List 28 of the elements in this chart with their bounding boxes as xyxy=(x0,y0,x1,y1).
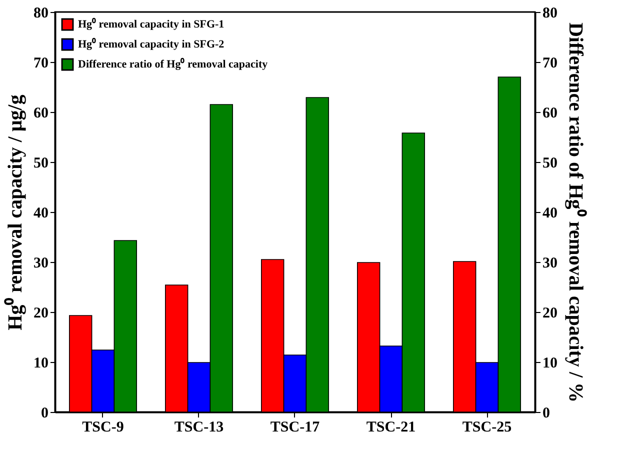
y2-tick-label: 60 xyxy=(542,106,558,122)
y2-axis-title: Difference ratio of Hg⁰ removal capacity / % xyxy=(564,22,588,403)
y-tick-label: 60 xyxy=(34,106,48,122)
y2-tick-label: 0 xyxy=(542,406,550,422)
x-tick-label: TSC-17 xyxy=(270,420,320,436)
legend-label: Hg⁰ removal capacity in SFG-2 xyxy=(78,38,225,50)
x-tick-label: TSC-9 xyxy=(82,420,124,436)
legend-label: Hg⁰ removal capacity in SFG-1 xyxy=(78,18,224,30)
x-tick-label: TSC-25 xyxy=(462,420,512,436)
y-tick-label: 40 xyxy=(34,206,48,222)
y-tick-label: 70 xyxy=(34,56,48,72)
y-tick-label: 50 xyxy=(34,156,48,172)
y2-tick-label: 30 xyxy=(542,256,558,272)
y2-tick-label: 20 xyxy=(542,306,558,322)
y-tick-label: 0 xyxy=(41,406,48,422)
y-axis-title: Hg⁰ removal capacity / μg/g xyxy=(4,94,26,330)
x-tick-label: TSC-21 xyxy=(366,420,416,436)
y2-tick-label: 10 xyxy=(542,356,558,372)
y2-tick-label: 50 xyxy=(542,156,558,172)
y2-tick-label: 80 xyxy=(542,6,558,22)
y-tick-label: 20 xyxy=(34,306,48,322)
y-tick-label: 30 xyxy=(34,256,48,272)
x-tick-label: TSC-13 xyxy=(174,420,224,436)
y2-tick-label: 70 xyxy=(542,56,558,72)
y-tick-label: 10 xyxy=(34,356,48,372)
legend-label: Difference ratio of Hg⁰ removal capacity xyxy=(78,58,268,70)
y2-tick-label: 40 xyxy=(542,206,558,222)
y-tick-label: 80 xyxy=(34,6,48,22)
